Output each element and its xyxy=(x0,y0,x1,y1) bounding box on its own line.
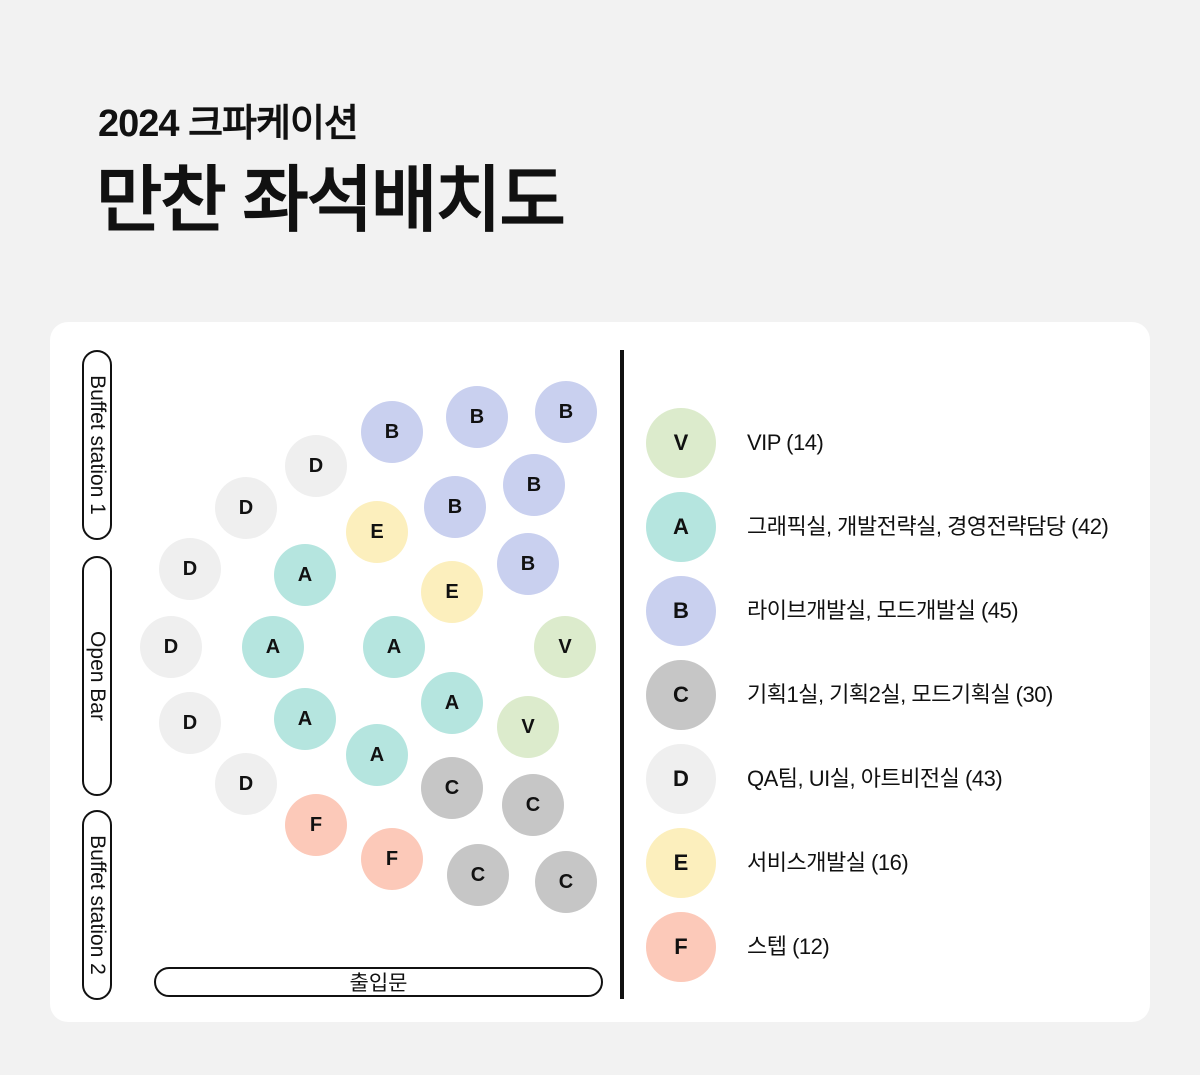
seat-table-a: A xyxy=(421,672,483,734)
seat-table-b: B xyxy=(446,386,508,448)
legend-item-c: C 기획1실, 기획2실, 모드기획실 (30) xyxy=(646,660,1126,730)
legend-label: 스텝 (12) xyxy=(747,934,830,959)
legend-item-f: F 스텝 (12) xyxy=(646,912,1126,982)
buffet-station-1: Buffet station 1 xyxy=(82,350,112,540)
seat-table-a: A xyxy=(363,616,425,678)
buffet-station-2-label: Buffet station 2 xyxy=(86,835,109,975)
seat-table-v: V xyxy=(534,616,596,678)
legend-item-b: B 라이브개발실, 모드개발실 (45) xyxy=(646,576,1126,646)
seat-table-a: A xyxy=(346,724,408,786)
buffet-station-2: Buffet station 2 xyxy=(82,810,112,1000)
legend-label: 라이브개발실, 모드개발실 (45) xyxy=(747,598,1019,623)
seat-table-a: A xyxy=(274,544,336,606)
legend-circle: E xyxy=(646,828,716,898)
open-bar: Open Bar xyxy=(82,556,112,796)
seat-table-b: B xyxy=(497,533,559,595)
legend-label: QA팀, UI실, 아트비전실 (43) xyxy=(747,766,1003,791)
seat-table-v: V xyxy=(497,696,559,758)
legend-circle: A xyxy=(646,492,716,562)
seat-table-b: B xyxy=(503,454,565,516)
seat-table-b: B xyxy=(424,476,486,538)
legend-item-v: V VIP (14) xyxy=(646,408,1126,478)
legend-label: 기획1실, 기획2실, 모드기획실 (30) xyxy=(747,682,1053,707)
seat-table-b: B xyxy=(361,401,423,463)
seat-table-f: F xyxy=(361,828,423,890)
seating-card: Buffet station 1 Open Bar Buffet station… xyxy=(50,322,1150,1022)
seat-table-d: D xyxy=(215,477,277,539)
legend-item-a: A 그래픽실, 개발전략실, 경영전략담당 (42) xyxy=(646,492,1126,562)
seat-table-d: D xyxy=(140,616,202,678)
seat-table-d: D xyxy=(159,538,221,600)
buffet-station-1-label: Buffet station 1 xyxy=(86,375,109,515)
seat-table-b: B xyxy=(535,381,597,443)
legend-label: 그래픽실, 개발전략실, 경영전략담당 (42) xyxy=(747,514,1109,539)
legend-circle: C xyxy=(646,660,716,730)
legend-circle: V xyxy=(646,408,716,478)
seat-table-f: F xyxy=(285,794,347,856)
seat-table-d: D xyxy=(215,753,277,815)
legend-item-e: E 서비스개발실 (16) xyxy=(646,828,1126,898)
seat-table-a: A xyxy=(242,616,304,678)
entrance-label: 출입문 xyxy=(349,972,408,995)
seat-table-d: D xyxy=(285,435,347,497)
legend-circle: D xyxy=(646,744,716,814)
legend-label: 서비스개발실 (16) xyxy=(747,850,909,875)
legend-circle: B xyxy=(646,576,716,646)
seat-table-d: D xyxy=(159,692,221,754)
seat-table-c: C xyxy=(447,844,509,906)
legend-item-d: D QA팀, UI실, 아트비전실 (43) xyxy=(646,744,1126,814)
seat-table-c: C xyxy=(502,774,564,836)
entrance: 출입문 xyxy=(154,967,603,997)
page-title: 만찬 좌석배치도 xyxy=(96,161,566,241)
event-subtitle: 2024 크파케이션 xyxy=(98,103,359,145)
legend-label: VIP (14) xyxy=(747,430,824,455)
legend-circle: F xyxy=(646,912,716,982)
seat-table-e: E xyxy=(346,501,408,563)
seat-table-e: E xyxy=(421,561,483,623)
seat-table-c: C xyxy=(421,757,483,819)
seat-table-a: A xyxy=(274,688,336,750)
divider xyxy=(620,350,624,999)
open-bar-label: Open Bar xyxy=(86,631,110,721)
seat-table-c: C xyxy=(535,851,597,913)
